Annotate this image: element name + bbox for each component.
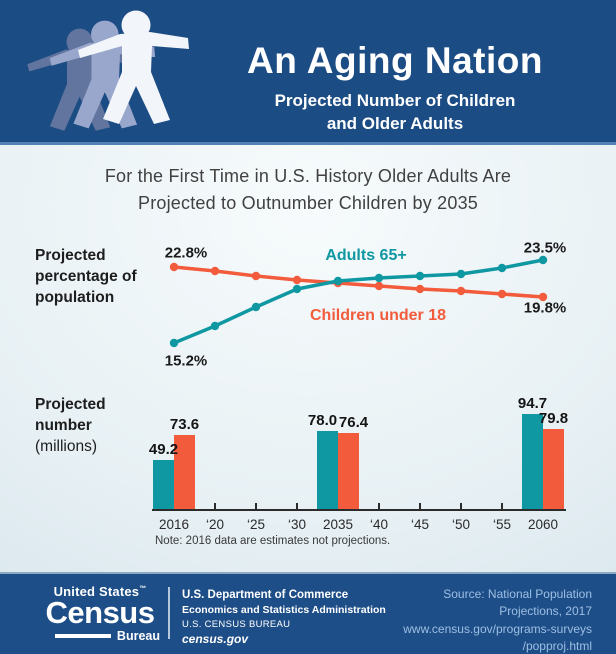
- axis-tick: [501, 503, 503, 509]
- x-tick-label: ‘20: [205, 517, 225, 532]
- source-line-2: Projections, 2017: [499, 604, 592, 619]
- children-series-label: Children under 18: [309, 307, 447, 324]
- key-statement: For the First Time in U.S. History Older…: [0, 163, 616, 217]
- axis-tick: [460, 503, 462, 509]
- bar-value-children: 79.8: [538, 410, 569, 428]
- logo-united-states: United States™: [40, 584, 160, 599]
- adults-series-label: Adults 65+: [325, 247, 407, 264]
- x-axis-line: [152, 509, 566, 511]
- bar-value-adults: 94.7: [517, 395, 548, 413]
- x-tick-label: 2060: [527, 517, 559, 532]
- department-block: U.S. Department of Commerce Economics an…: [182, 587, 386, 648]
- footer-banner: United States™ Census Bureau U.S. Depart…: [0, 572, 616, 654]
- bar-adults-65plus: [522, 414, 543, 509]
- logo-bureau: Bureau: [116, 629, 160, 643]
- logo-united-states-text: United States: [53, 584, 140, 599]
- logo-rule: [54, 634, 111, 638]
- page-subtitle-line1: Projected Number of Children: [274, 91, 516, 110]
- axis-tick: [296, 503, 298, 509]
- aging-people-icon: [27, 10, 189, 131]
- children-start-value-label: 22.8%: [164, 244, 208, 262]
- footnote: Note: 2016 data are estimates not projec…: [155, 535, 391, 547]
- bar-value-children: 76.4: [338, 413, 369, 431]
- percentage-line-chart: Projected percentage of population 22.8%…: [0, 230, 616, 380]
- x-tick-label: ‘55: [492, 517, 512, 532]
- page-subtitle-line2: and Older Adults: [326, 113, 464, 133]
- bar-chart-plot: 2016 ‘20 ‘25 ‘30 2035 ‘40 ‘45 ‘50 ‘55 2060 49.2 73.…: [0, 380, 616, 572]
- x-tick-label: ‘40: [369, 517, 389, 532]
- x-tick-label: 2016: [158, 517, 190, 532]
- page-title: An Aging Nation: [247, 40, 543, 81]
- dept-line-bureau: U.S. CENSUS BUREAU: [182, 618, 291, 630]
- bar-adults-65plus: [317, 431, 338, 509]
- census-bureau-logo: United States™ Census Bureau: [40, 584, 161, 643]
- dept-line-commerce: U.S. Department of Commerce: [182, 589, 349, 601]
- adults-end-value-label: 23.5%: [523, 239, 567, 257]
- dept-line-censusgov: census.gov: [182, 632, 249, 647]
- x-tick-label: ‘30: [287, 517, 307, 532]
- source-line-4: /popproj.html: [522, 639, 592, 654]
- bar-chart-axis-label-units: (millions): [35, 437, 97, 455]
- axis-tick: [214, 503, 216, 509]
- source-line-3: www.census.gov/programs-surveys: [403, 621, 592, 636]
- bar-children-under-18: [338, 432, 359, 509]
- trademark-symbol: ™: [139, 585, 147, 593]
- x-tick-label: ‘50: [451, 517, 471, 532]
- header-banner: An Aging Nation Projected Number of Chil…: [0, 0, 616, 145]
- key-statement-line2: Projected to Outnumber Children by 2035: [138, 193, 478, 213]
- page-subtitle: Projected Number of Children and Older A…: [195, 90, 595, 136]
- logo-bureau-row: Bureau: [40, 629, 160, 643]
- x-tick-label: ‘25: [246, 517, 266, 532]
- dept-line-economics: Economics and Statistics Administration: [182, 604, 386, 617]
- bar-children-under-18: [174, 435, 195, 509]
- x-tick-label: ‘45: [410, 517, 430, 532]
- bar-value-children: 73.6: [169, 416, 200, 434]
- source-line-1: Source: National Population: [443, 587, 592, 601]
- x-tick-label: 2035: [322, 517, 354, 532]
- bar-children-under-18: [543, 429, 564, 509]
- key-statement-line1: For the First Time in U.S. History Older…: [104, 166, 512, 186]
- bar-chart-axis-label: Projected number (millions): [35, 395, 140, 458]
- bar-chart-axis-label-bold: Projected number: [35, 396, 106, 434]
- bar-value-adults: 78.0: [307, 412, 338, 429]
- line-chart-plot: [169, 255, 548, 348]
- children-end-value-label: 19.8%: [523, 299, 567, 317]
- footer-divider: [168, 587, 170, 639]
- logo-census: Census: [45, 595, 155, 630]
- axis-tick: [378, 503, 380, 509]
- adults-start-value-label: 15.2%: [164, 352, 208, 370]
- axis-tick: [419, 503, 421, 509]
- number-bar-chart: Projected number (millions) 2016 ‘20 ‘25 ‘3…: [0, 380, 616, 572]
- bar-value-adults: 49.2: [148, 440, 179, 458]
- line-chart-axis-label: Projected percentage of population: [35, 247, 137, 306]
- axis-tick: [255, 503, 257, 509]
- source-block: Source: National Population Projections,…: [403, 586, 592, 654]
- bar-adults-65plus: [153, 459, 174, 509]
